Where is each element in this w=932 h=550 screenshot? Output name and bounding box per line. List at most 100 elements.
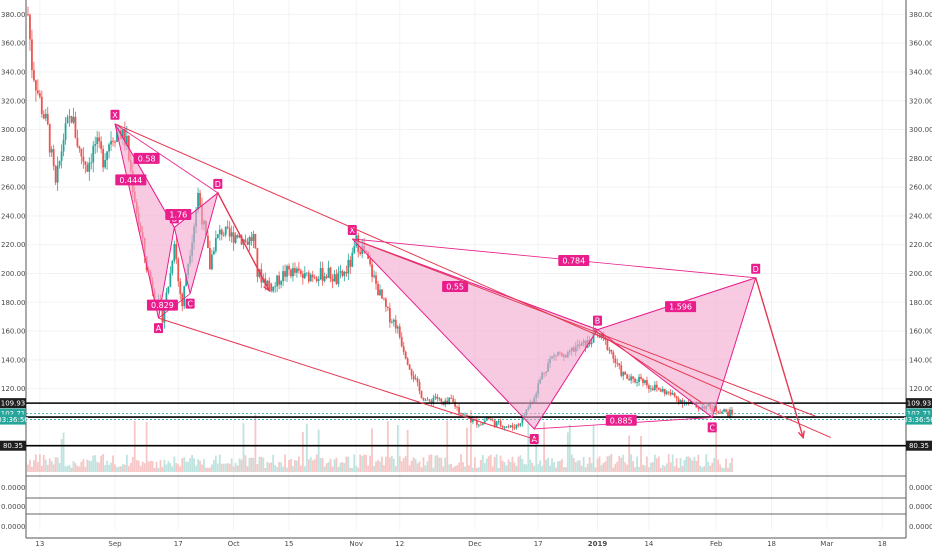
pattern-ratio-box[interactable] [146, 299, 178, 311]
trend-line[interactable] [352, 238, 816, 417]
volume-bar [250, 457, 253, 472]
volume-bar [470, 410, 472, 472]
pattern-ratio-box[interactable] [605, 414, 637, 426]
candle-body [507, 426, 510, 428]
volume-bar [525, 464, 528, 472]
volume-bar [141, 461, 144, 472]
volume-bar [622, 454, 625, 472]
candle-body [622, 371, 625, 376]
pattern-point-a-box[interactable] [153, 323, 163, 334]
pattern-point-c: C [187, 300, 193, 309]
candle-body [379, 289, 381, 296]
candle-body [169, 273, 172, 287]
y-tick-right: 300.00 [909, 126, 932, 134]
volume-bar [473, 457, 476, 472]
trend-line[interactable] [114, 123, 832, 439]
candle-body [472, 418, 474, 422]
volume-bar [383, 465, 385, 472]
volume-bar [327, 462, 330, 472]
pattern-ratio-box[interactable] [115, 174, 147, 186]
volume-bar [62, 432, 65, 472]
volume-bar [543, 422, 546, 472]
candle-body [220, 229, 223, 235]
candle-body [612, 352, 615, 359]
volume-bar [303, 466, 306, 472]
trend-line[interactable] [158, 317, 539, 441]
candle-body [48, 123, 51, 153]
volume-bar [163, 459, 166, 472]
volume-bar [450, 463, 453, 472]
candle-body [396, 326, 399, 329]
volume-bar [651, 462, 654, 472]
volume-bar [347, 456, 350, 472]
volume-bar [547, 457, 549, 472]
candle-body [381, 289, 383, 299]
pattern-point-c-box[interactable] [707, 422, 717, 433]
candle-body [72, 116, 75, 123]
pattern-point-d-box[interactable] [751, 263, 761, 274]
volume-bar [388, 457, 391, 472]
y-tick-left: 220.00 [1, 241, 26, 249]
volume-bar [444, 457, 447, 472]
volume-bar [618, 456, 621, 472]
candle-body [84, 161, 87, 165]
candle-body [341, 271, 344, 276]
candle-body [515, 424, 518, 429]
projection-arrow[interactable] [755, 277, 804, 438]
volume-bar [659, 467, 662, 472]
candle-body [54, 166, 57, 183]
volume-bar [655, 458, 658, 472]
pattern-ratio-box[interactable] [665, 301, 697, 313]
pattern-ratio-box[interactable] [133, 152, 160, 164]
volume-bar [505, 465, 508, 472]
volume-bar [578, 460, 581, 472]
projection-arrow[interactable] [217, 192, 270, 292]
candle-body [454, 401, 457, 407]
candle-body [290, 269, 292, 277]
pattern-ratio-box[interactable] [165, 208, 192, 220]
x-tick: 18 [878, 540, 887, 548]
candle-body [311, 274, 314, 278]
trend-lines[interactable] [114, 123, 832, 441]
pattern-point-d-box[interactable] [213, 178, 223, 189]
candle-body [406, 358, 409, 365]
volume-bar [657, 456, 660, 472]
candle-body [614, 358, 617, 363]
pattern-point-c-box[interactable] [185, 298, 195, 309]
volume-bar [199, 460, 201, 472]
y-tick-right: 220.00 [909, 241, 932, 249]
volume-bar [27, 464, 29, 472]
volume-bar [507, 459, 510, 472]
pattern-ratio-box[interactable] [442, 280, 469, 292]
pattern-point-x-box[interactable] [110, 109, 120, 120]
price-marker-right-box [906, 408, 932, 419]
pattern-point-x-box[interactable] [347, 224, 357, 235]
volume-bar [252, 457, 255, 472]
volume-bar [416, 463, 419, 472]
pattern-point-b-box[interactable] [593, 315, 603, 326]
y-tick-left: 180.00 [1, 299, 26, 307]
volume-bar [640, 436, 642, 472]
volume-bar [479, 459, 482, 472]
trend-line[interactable] [593, 329, 705, 405]
candle-body [679, 400, 682, 403]
candle-body [416, 378, 419, 383]
horizontal-levels[interactable]: 109.93109.93100.26100.2680.3580.35102.71… [0, 398, 932, 451]
volume-bar [626, 464, 629, 472]
volume-bar [288, 460, 290, 472]
volume-bar [608, 455, 611, 472]
volume-bar [64, 466, 67, 472]
price-marker-left-text: 03:36:56 [0, 416, 29, 424]
candle-body [333, 274, 336, 282]
indicator-panes: 0.0000 0.0000 0.0000 0.0000 0.0000 0.0000 [1, 475, 932, 531]
volume-bar [707, 462, 710, 472]
candle-body [36, 90, 39, 94]
price-marker-right-box [906, 414, 932, 425]
candle-body [301, 273, 304, 279]
pattern-ratio-box[interactable] [558, 255, 590, 267]
candle-body [491, 419, 494, 421]
volume-bar [175, 462, 178, 472]
volume-bar [517, 456, 520, 472]
x-tick: 13 [35, 540, 44, 548]
